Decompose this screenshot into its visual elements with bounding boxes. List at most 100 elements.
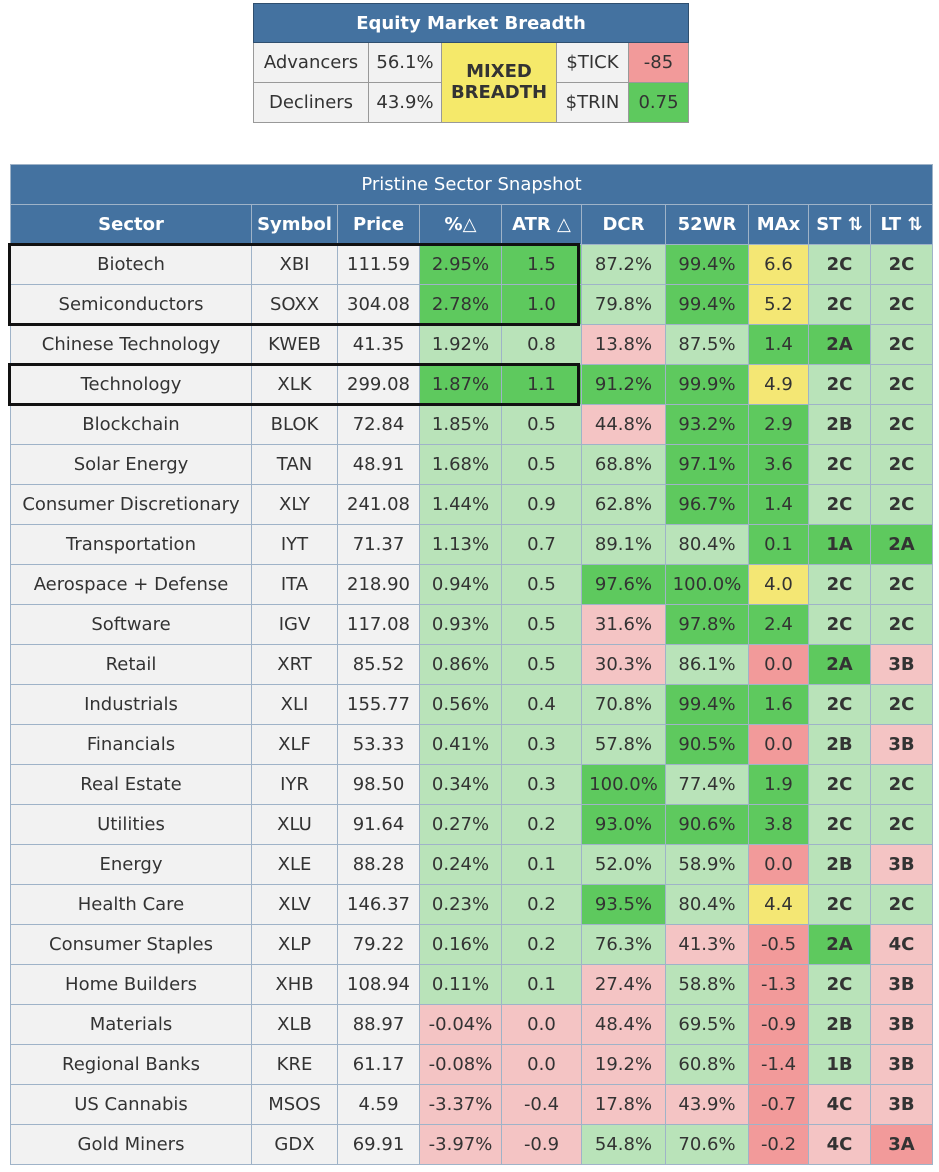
dcr-cell: 79.8% (581, 284, 666, 325)
pct-change-cell: 0.27% (419, 804, 502, 845)
st-cell: 2A (808, 644, 871, 685)
st-cell: 2C (808, 444, 871, 485)
52wr-cell: 99.4% (665, 244, 749, 285)
pct-change-cell: -0.08% (419, 1044, 502, 1085)
max-cell: 1.9 (748, 764, 809, 805)
lt-cell: 2C (870, 444, 933, 485)
sector-name-cell: Utilities (10, 804, 252, 845)
dcr-cell: 70.8% (581, 684, 666, 725)
table-row: Retail XRT 85.52 0.86% 0.5 30.3% 86.1% 0.0 2A 3B (10, 644, 933, 685)
symbol-cell: KRE (251, 1044, 338, 1085)
table-row: Chinese Technology KWEB 41.35 1.92% 0.8 13.8%… (10, 324, 933, 365)
max-cell: 3.6 (748, 444, 809, 485)
sector-name-cell: Health Care (10, 884, 252, 925)
symbol-cell: IYR (251, 764, 338, 805)
st-cell: 2C (808, 804, 871, 845)
sector-name-cell: Consumer Staples (10, 924, 252, 965)
max-cell: -1.3 (748, 964, 809, 1005)
st-cell: 2C (808, 684, 871, 725)
52wr-cell: 93.2% (665, 404, 749, 445)
table-row: Software IGV 117.08 0.93% 0.5 31.6% 97.8% 2.4 2C… (10, 604, 933, 645)
max-cell: -0.7 (748, 1084, 809, 1125)
sector-name-cell: Energy (10, 844, 252, 885)
pct-change-cell: 0.86% (419, 644, 502, 685)
max-cell: 1.6 (748, 684, 809, 725)
table-row: Semiconductors SOXX 304.08 2.78% 1.0 79.8% 99.… (10, 284, 933, 325)
lt-cell: 3B (870, 1084, 933, 1125)
atr-change-cell: 0.3 (501, 764, 582, 805)
sector-name-cell: Regional Banks (10, 1044, 252, 1085)
column-header-symbol: Symbol (251, 204, 338, 245)
dcr-cell: 54.8% (581, 1124, 666, 1165)
column-header-dcr: DCR (581, 204, 666, 245)
price-cell: 41.35 (337, 324, 420, 365)
max-cell: 4.0 (748, 564, 809, 605)
price-cell: 91.64 (337, 804, 420, 845)
lt-cell: 2C (870, 604, 933, 645)
table-row: Gold Miners GDX 69.91 -3.97% -0.9 54.8% 70.6% -… (10, 1124, 933, 1165)
atr-change-cell: 1.0 (501, 284, 582, 325)
table-row: Consumer Discretionary XLY 241.08 1.44% 0.9 6… (10, 484, 933, 525)
lt-cell: 3B (870, 724, 933, 765)
sector-name-cell: Consumer Discretionary (10, 484, 252, 525)
st-cell: 4C (808, 1124, 871, 1165)
dcr-cell: 68.8% (581, 444, 666, 485)
pct-change-cell: 1.44% (419, 484, 502, 525)
table-row: Health Care XLV 146.37 0.23% 0.2 93.5% 80.4% 4.… (10, 884, 933, 925)
st-cell: 2C (808, 564, 871, 605)
column-header-sector: Sector (10, 204, 252, 245)
sector-name-cell: Blockchain (10, 404, 252, 445)
price-cell: 53.33 (337, 724, 420, 765)
atr-change-cell: -0.9 (501, 1124, 582, 1165)
sector-name-cell: Biotech (10, 244, 252, 285)
max-cell: -0.2 (748, 1124, 809, 1165)
price-cell: 79.22 (337, 924, 420, 965)
atr-change-cell: 0.5 (501, 604, 582, 645)
breadth-status-badge: MIXED BREADTH (441, 42, 557, 123)
max-cell: 0.0 (748, 644, 809, 685)
st-cell: 2B (808, 404, 871, 445)
atr-change-cell: 0.2 (501, 924, 582, 965)
st-cell: 2C (808, 884, 871, 925)
st-cell: 2C (808, 364, 871, 405)
max-cell: 1.4 (748, 484, 809, 525)
price-cell: 61.17 (337, 1044, 420, 1085)
advancers-label: Advancers (253, 42, 369, 83)
symbol-cell: TAN (251, 444, 338, 485)
lt-cell: 2C (870, 684, 933, 725)
sector-name-cell: Software (10, 604, 252, 645)
atr-change-cell: 0.4 (501, 684, 582, 725)
sector-name-cell: Chinese Technology (10, 324, 252, 365)
lt-cell: 3B (870, 844, 933, 885)
symbol-cell: XLU (251, 804, 338, 845)
dcr-cell: 30.3% (581, 644, 666, 685)
equity-market-breadth-table: Equity Market Breadth Advancers 56.1% MI… (253, 3, 689, 123)
lt-cell: 2C (870, 364, 933, 405)
52wr-cell: 99.4% (665, 284, 749, 325)
breadth-status-line1: MIXED (466, 60, 532, 82)
dcr-cell: 44.8% (581, 404, 666, 445)
lt-cell: 2C (870, 884, 933, 925)
max-cell: 6.6 (748, 244, 809, 285)
table-row: Aerospace + Defense ITA 218.90 0.94% 0.5 97.6… (10, 564, 933, 605)
st-cell: 2C (808, 244, 871, 285)
symbol-cell: XLP (251, 924, 338, 965)
52wr-cell: 70.6% (665, 1124, 749, 1165)
max-cell: -0.5 (748, 924, 809, 965)
pct-change-cell: 2.78% (419, 284, 502, 325)
pct-change-cell: 0.56% (419, 684, 502, 725)
52wr-cell: 69.5% (665, 1004, 749, 1045)
st-cell: 2C (808, 484, 871, 525)
table-row: Blockchain BLOK 72.84 1.85% 0.5 44.8% 93.2% 2.9… (10, 404, 933, 445)
max-cell: -0.9 (748, 1004, 809, 1045)
52wr-cell: 87.5% (665, 324, 749, 365)
pct-change-cell: -0.04% (419, 1004, 502, 1045)
atr-change-cell: 0.1 (501, 964, 582, 1005)
52wr-cell: 99.9% (665, 364, 749, 405)
pct-change-cell: -3.37% (419, 1084, 502, 1125)
price-cell: 299.08 (337, 364, 420, 405)
decliners-label: Decliners (253, 82, 369, 123)
lt-cell: 2C (870, 284, 933, 325)
symbol-cell: XLV (251, 884, 338, 925)
52wr-cell: 58.8% (665, 964, 749, 1005)
